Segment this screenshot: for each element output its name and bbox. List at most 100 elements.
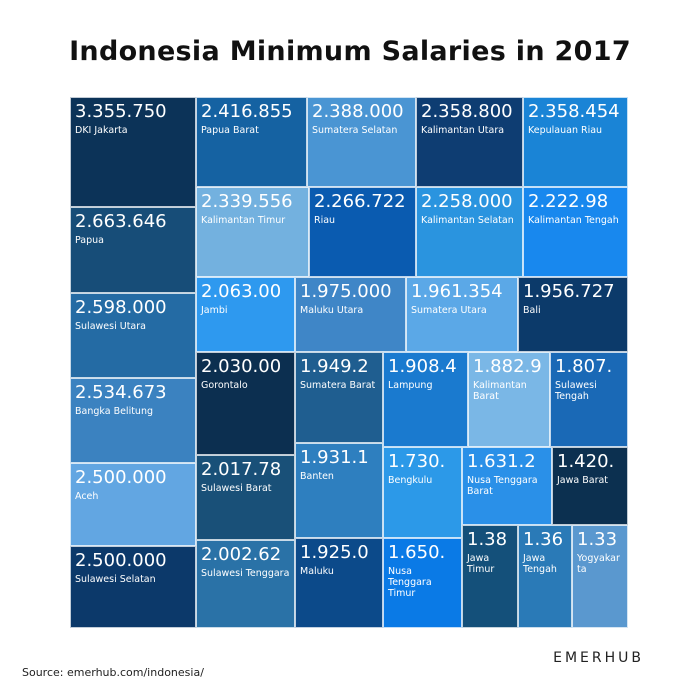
treemap-cell: 1.38 Jawa Timur	[462, 525, 518, 628]
category-label: Kepulauan Riau	[528, 125, 603, 136]
treemap-cell: 1.975.000 Maluku Utara	[295, 277, 406, 352]
treemap-cell: 2.534.673 Bangka Belitung	[70, 378, 196, 463]
treemap-cell: 1.956.727 Bali	[518, 277, 628, 352]
treemap-cell: 1.908.4 Lampung	[383, 352, 468, 447]
treemap-cell: 2.266.722 Riau	[309, 187, 416, 277]
value-label: 2.598.000	[75, 297, 167, 318]
treemap-cell: 2.002.62 Sulawesi Tenggara	[196, 540, 295, 628]
category-label: Bengkulu	[388, 475, 433, 486]
value-label: 1.956.727	[523, 281, 615, 302]
category-label: Kalimantan Timur	[201, 215, 286, 226]
value-label: 1.961.354	[411, 281, 503, 302]
category-label: Jawa Tengah	[523, 553, 557, 575]
treemap-cell: 2.339.556 Kalimantan Timur	[196, 187, 309, 277]
value-label: 1.949.2	[300, 356, 369, 377]
source: Source: emerhub.com/indonesia/	[22, 666, 204, 679]
value-label: 2.030.00	[201, 356, 282, 377]
value-label: 2.358.454	[528, 101, 620, 122]
category-label: Kalimantan Tengah	[528, 215, 619, 226]
treemap-cell: 2.358.800 Kalimantan Utara	[416, 97, 523, 187]
value-label: 2.063.00	[201, 281, 282, 302]
value-label: 1.908.4	[388, 356, 457, 377]
category-label: Sulawesi Utara	[75, 321, 146, 332]
value-label: 1.931.1	[300, 447, 369, 468]
value-label: 3.355.750	[75, 101, 167, 122]
category-label: Riau	[314, 215, 336, 226]
treemap-cell: 1.631.2 Nusa Tenggara Barat	[462, 447, 552, 525]
value-label: 2.017.78	[201, 459, 282, 480]
treemap-cell: 1.882.9 Kalimantan Barat	[468, 352, 550, 447]
value-label: 2.500.000	[75, 550, 167, 571]
brand: EMERHUB	[553, 650, 644, 666]
category-label: Lampung	[388, 380, 433, 391]
category-label: Sulawesi Barat	[201, 483, 272, 494]
category-label: Kalimantan Selatan	[421, 215, 514, 226]
value-label: 1.925.0	[300, 542, 369, 563]
chart-title: Indonesia Minimum Salaries in 2017	[69, 36, 631, 67]
treemap-cell: 1.420. Jawa Barat	[552, 447, 628, 525]
value-label: 1.420.	[557, 451, 615, 472]
treemap-cell: 1.949.2 Sumatera Barat	[295, 352, 383, 443]
treemap-cell: 2.598.000 Sulawesi Utara	[70, 293, 196, 378]
treemap: 3.355.750 DKI Jakarta 2.663.646 Papua 2.598.…	[70, 97, 628, 628]
value-label: 1.33	[577, 529, 618, 550]
value-label: 1.631.2	[467, 451, 536, 472]
treemap-cell: 1.961.354 Sumatera Utara	[406, 277, 518, 352]
treemap-cell: 2.500.000 Aceh	[70, 463, 196, 546]
category-label: Aceh	[75, 491, 99, 502]
value-label: 1.807.	[555, 356, 613, 377]
value-label: 2.339.556	[201, 191, 293, 212]
treemap-cell: 2.388.000 Sumatera Selatan	[307, 97, 416, 187]
category-label: Sulawesi Selatan	[75, 574, 156, 585]
category-label: Sulawesi Tengah	[555, 380, 597, 402]
treemap-cell: 2.222.98 Kalimantan Tengah	[523, 187, 628, 277]
value-label: 1.38	[467, 529, 508, 550]
category-label: Nusa Tenggara Barat	[467, 475, 538, 497]
treemap-cell: 1.807. Sulawesi Tengah	[550, 352, 628, 447]
treemap-cell: 2.663.646 Papua	[70, 207, 196, 293]
category-label: Sumatera Selatan	[312, 125, 398, 136]
value-label: 1.36	[523, 529, 564, 550]
value-label: 2.416.855	[201, 101, 293, 122]
value-label: 2.222.98	[528, 191, 609, 212]
treemap-cell: 2.358.454 Kepulauan Riau	[523, 97, 628, 187]
treemap-cell: 2.500.000 Sulawesi Selatan	[70, 546, 196, 628]
category-label: Nusa Tenggara Timur	[388, 566, 432, 599]
treemap-cell: 2.030.00 Gorontalo	[196, 352, 295, 455]
treemap-cell: 3.355.750 DKI Jakarta	[70, 97, 196, 207]
treemap-cell: 2.258.000 Kalimantan Selatan	[416, 187, 523, 277]
treemap-cell: 1.730. Bengkulu	[383, 447, 462, 538]
value-label: 2.002.62	[201, 544, 282, 565]
category-label: Maluku Utara	[300, 305, 364, 316]
category-label: Jawa Timur	[467, 553, 495, 575]
category-label: Gorontalo	[201, 380, 248, 391]
treemap-cell: 1.931.1 Banten	[295, 443, 383, 538]
category-label: Papua	[75, 235, 104, 246]
treemap-cell: 2.416.855 Papua Barat	[196, 97, 307, 187]
category-label: Sulawesi Tenggara	[201, 568, 290, 579]
value-label: 2.534.673	[75, 382, 167, 403]
value-label: 1.730.	[388, 451, 446, 472]
value-label: 2.258.000	[421, 191, 513, 212]
treemap-cell: 1.925.0 Maluku	[295, 538, 383, 628]
treemap-cell: 2.017.78 Sulawesi Barat	[196, 455, 295, 540]
value-label: 2.358.800	[421, 101, 513, 122]
category-label: Kalimantan Barat	[473, 380, 527, 402]
category-label: Jambi	[201, 305, 228, 316]
treemap-cell: 1.33 Yogyakarta	[572, 525, 628, 628]
treemap-cell: 1.36 Jawa Tengah	[518, 525, 572, 628]
value-label: 2.388.000	[312, 101, 404, 122]
treemap-cell: 1.650. Nusa Tenggara Timur	[383, 538, 462, 628]
category-label: Jawa Barat	[557, 475, 609, 486]
treemap-cell: 2.063.00 Jambi	[196, 277, 295, 352]
value-label: 1.650.	[388, 542, 446, 563]
category-label: Papua Barat	[201, 125, 259, 136]
category-label: Kalimantan Utara	[421, 125, 505, 136]
value-label: 1.975.000	[300, 281, 392, 302]
value-label: 2.266.722	[314, 191, 406, 212]
category-label: DKI Jakarta	[75, 125, 128, 136]
value-label: 2.500.000	[75, 467, 167, 488]
category-label: Maluku	[300, 566, 334, 577]
category-label: Sumatera Utara	[411, 305, 487, 316]
